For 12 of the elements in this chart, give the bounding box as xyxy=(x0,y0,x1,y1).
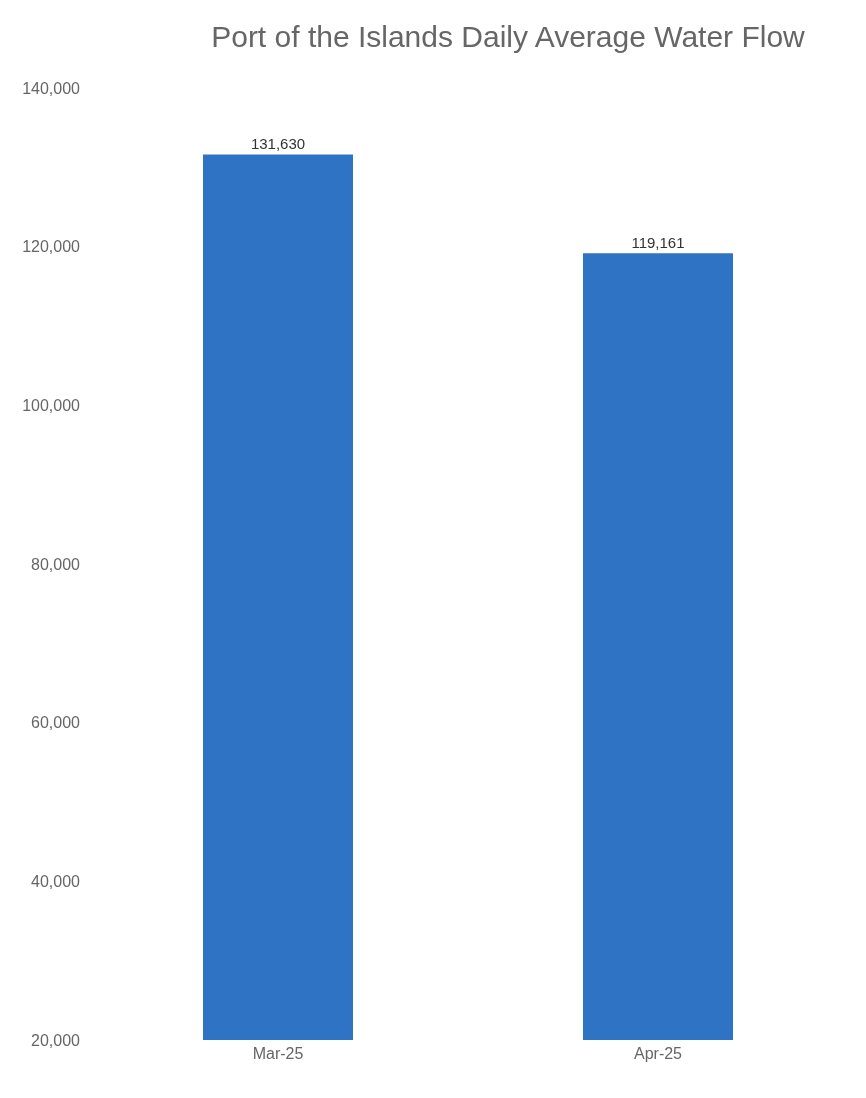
y-tick-label: 80,000 xyxy=(31,555,81,573)
data-label: 119,161 xyxy=(631,234,685,252)
x-tick-label: Mar-25 xyxy=(252,1045,304,1063)
x-tick-label: Apr-25 xyxy=(633,1045,683,1063)
y-tick-label: 140,000 xyxy=(22,79,81,97)
y-tick-label: 40,000 xyxy=(31,873,81,891)
chart-title: Port of the Islands Daily Average Water Flow xyxy=(210,20,806,54)
y-tick-label: 60,000 xyxy=(31,714,81,732)
y-tick-label: 120,000 xyxy=(22,238,81,256)
y-tick-label: 20,000 xyxy=(31,1031,81,1049)
y-tick-label: 100,000 xyxy=(22,397,81,415)
data-label: 131,630 xyxy=(250,135,306,153)
